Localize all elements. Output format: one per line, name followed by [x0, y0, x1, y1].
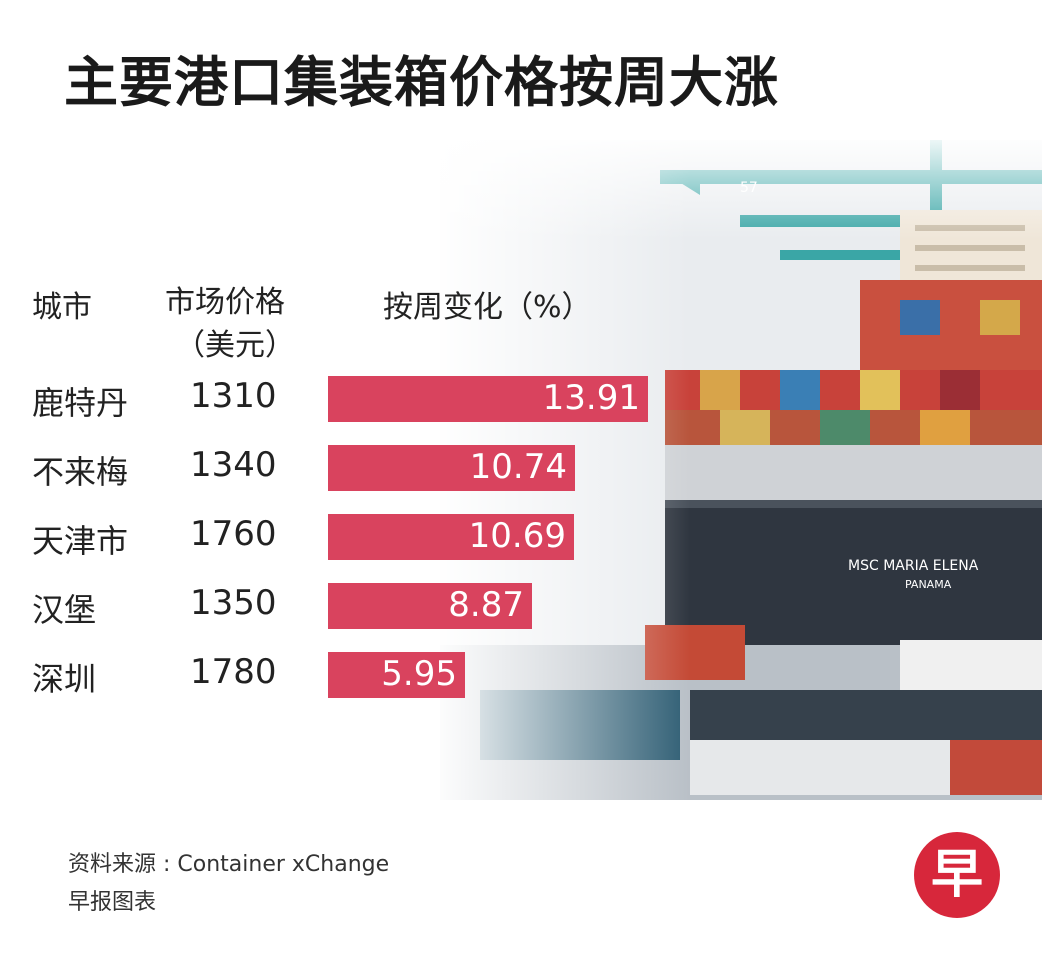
header-city: 城市 — [32, 290, 92, 325]
bar: 10.69 — [328, 514, 574, 560]
bar-value-label: 10.69 — [468, 516, 566, 556]
logo-char: 早 — [930, 845, 983, 905]
zaobao-logo: 早 — [914, 832, 1000, 918]
row-price: 1350 — [190, 583, 277, 623]
header-price-unit: （美元） — [175, 328, 295, 363]
bar-value-label: 8.87 — [448, 585, 524, 625]
bar: 13.91 — [328, 376, 648, 422]
header-price: 市场价格 — [165, 285, 285, 320]
bar-value-label: 10.74 — [469, 447, 567, 487]
row-city: 不来梅 — [32, 453, 129, 491]
bar-value-label: 5.95 — [381, 654, 457, 694]
row-price: 1310 — [190, 376, 277, 416]
ship-flag: PANAMA — [905, 578, 952, 591]
page-title: 主要港口集装箱价格按周大涨 — [64, 51, 779, 114]
bar: 5.95 — [328, 652, 465, 698]
bar-value-label: 13.91 — [542, 378, 640, 418]
credit-note: 早报图表 — [68, 890, 157, 915]
row-price: 1760 — [190, 514, 277, 554]
bar: 8.87 — [328, 583, 532, 629]
source-note: 资料来源 : Container xChange — [68, 852, 390, 877]
ship-name: MSC MARIA ELENA — [848, 558, 979, 574]
bar: 10.74 — [328, 445, 575, 491]
row-city: 深圳 — [32, 660, 97, 698]
row-price: 1340 — [190, 445, 277, 485]
row-city: 鹿特丹 — [32, 384, 129, 422]
row-city: 天津市 — [32, 522, 129, 560]
row-city: 汉堡 — [32, 591, 97, 629]
row-price: 1780 — [190, 652, 277, 692]
header-change: 按周变化（%） — [383, 290, 592, 325]
